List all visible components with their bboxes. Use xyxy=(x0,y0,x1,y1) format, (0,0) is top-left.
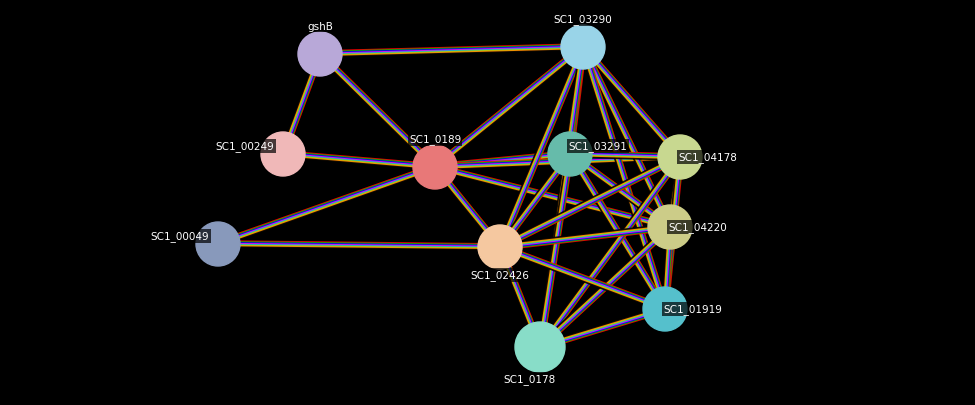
Text: gshB: gshB xyxy=(307,22,332,32)
Circle shape xyxy=(261,133,305,177)
Circle shape xyxy=(548,133,592,177)
Text: SC1_04178: SC1_04178 xyxy=(679,152,737,163)
Text: SC1_04220: SC1_04220 xyxy=(669,222,727,233)
Text: SC1_02426: SC1_02426 xyxy=(471,270,529,281)
Text: SC1_03290: SC1_03290 xyxy=(554,15,612,26)
Text: SC1_00249: SC1_00249 xyxy=(215,141,274,152)
Circle shape xyxy=(515,322,565,372)
Text: SC1_01919: SC1_01919 xyxy=(664,304,722,315)
Text: SC1_0189: SC1_0189 xyxy=(409,134,461,145)
Circle shape xyxy=(478,226,522,269)
Text: SC1_03291: SC1_03291 xyxy=(568,141,628,152)
Circle shape xyxy=(648,205,692,249)
Text: SC1_0178: SC1_0178 xyxy=(504,374,556,384)
Circle shape xyxy=(413,146,457,190)
Circle shape xyxy=(643,287,687,331)
Circle shape xyxy=(658,136,702,179)
Circle shape xyxy=(561,26,605,70)
Text: SC1_00049: SC1_00049 xyxy=(151,231,210,242)
Circle shape xyxy=(196,222,240,266)
Circle shape xyxy=(298,33,342,77)
